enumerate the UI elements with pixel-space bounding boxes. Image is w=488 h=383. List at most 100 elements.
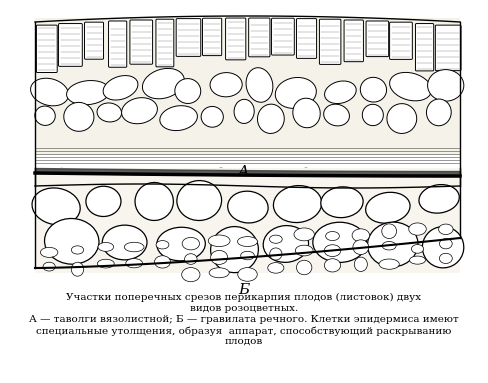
Ellipse shape (324, 245, 341, 257)
FancyBboxPatch shape (320, 19, 341, 64)
Ellipse shape (411, 245, 424, 253)
FancyBboxPatch shape (225, 18, 246, 60)
Text: плодов: плодов (225, 337, 263, 346)
Ellipse shape (66, 80, 109, 105)
Ellipse shape (239, 170, 245, 175)
FancyBboxPatch shape (35, 168, 460, 273)
FancyBboxPatch shape (156, 19, 174, 67)
FancyBboxPatch shape (130, 20, 153, 64)
FancyBboxPatch shape (344, 20, 364, 62)
FancyBboxPatch shape (84, 22, 103, 59)
Ellipse shape (90, 174, 97, 179)
Ellipse shape (69, 170, 75, 174)
Ellipse shape (439, 224, 453, 234)
Ellipse shape (270, 248, 282, 260)
Ellipse shape (211, 227, 258, 273)
Ellipse shape (423, 227, 464, 268)
Ellipse shape (101, 175, 107, 179)
Ellipse shape (387, 169, 394, 173)
Ellipse shape (382, 224, 397, 239)
Ellipse shape (354, 257, 367, 272)
Ellipse shape (324, 170, 331, 176)
Ellipse shape (398, 169, 405, 174)
Ellipse shape (175, 173, 183, 180)
Ellipse shape (419, 185, 459, 213)
FancyBboxPatch shape (415, 24, 434, 71)
Ellipse shape (35, 106, 55, 125)
Ellipse shape (71, 262, 84, 276)
Ellipse shape (387, 104, 417, 133)
Ellipse shape (47, 169, 55, 175)
Text: А: А (238, 165, 250, 179)
Ellipse shape (409, 223, 427, 235)
Ellipse shape (201, 106, 224, 127)
Text: Б: Б (238, 283, 250, 297)
Ellipse shape (175, 79, 201, 103)
Ellipse shape (293, 98, 320, 128)
Ellipse shape (37, 171, 44, 177)
Ellipse shape (313, 222, 366, 262)
Ellipse shape (238, 237, 258, 247)
Ellipse shape (160, 106, 198, 131)
Ellipse shape (352, 229, 369, 242)
Ellipse shape (142, 69, 184, 99)
Ellipse shape (156, 241, 169, 249)
Ellipse shape (98, 242, 114, 251)
Ellipse shape (294, 228, 314, 241)
Ellipse shape (241, 251, 254, 260)
FancyBboxPatch shape (59, 24, 82, 66)
Ellipse shape (258, 104, 285, 133)
FancyBboxPatch shape (37, 25, 57, 72)
Ellipse shape (44, 218, 99, 264)
Ellipse shape (346, 175, 351, 179)
Ellipse shape (302, 168, 310, 175)
Ellipse shape (165, 172, 171, 177)
Ellipse shape (31, 78, 69, 106)
Ellipse shape (324, 104, 349, 126)
Ellipse shape (97, 103, 122, 122)
Text: видов розоцветных.: видов розоцветных. (190, 304, 298, 313)
Ellipse shape (32, 188, 80, 225)
Ellipse shape (360, 77, 386, 102)
Ellipse shape (275, 77, 316, 108)
Ellipse shape (155, 256, 170, 268)
Ellipse shape (196, 173, 203, 178)
Ellipse shape (246, 68, 273, 102)
Ellipse shape (291, 170, 299, 176)
Ellipse shape (228, 191, 268, 223)
Ellipse shape (186, 175, 192, 179)
FancyBboxPatch shape (176, 19, 201, 56)
Ellipse shape (353, 240, 369, 255)
Ellipse shape (64, 102, 94, 131)
Ellipse shape (234, 99, 254, 123)
Ellipse shape (210, 73, 242, 97)
Ellipse shape (325, 259, 341, 272)
Ellipse shape (321, 187, 363, 218)
Ellipse shape (362, 104, 384, 126)
Ellipse shape (389, 72, 431, 101)
FancyBboxPatch shape (203, 18, 222, 56)
Ellipse shape (98, 259, 114, 268)
Ellipse shape (440, 173, 448, 180)
Ellipse shape (273, 186, 322, 223)
Ellipse shape (86, 186, 121, 216)
Ellipse shape (297, 260, 312, 275)
Ellipse shape (41, 247, 58, 257)
Ellipse shape (429, 173, 438, 180)
Ellipse shape (419, 172, 427, 179)
Ellipse shape (154, 169, 161, 175)
Ellipse shape (451, 172, 459, 178)
Ellipse shape (325, 231, 339, 241)
FancyBboxPatch shape (435, 25, 461, 70)
FancyBboxPatch shape (366, 21, 388, 57)
Ellipse shape (122, 98, 158, 124)
Ellipse shape (408, 170, 416, 176)
Ellipse shape (58, 168, 65, 174)
Ellipse shape (270, 173, 278, 180)
Ellipse shape (379, 259, 399, 269)
Ellipse shape (335, 173, 341, 178)
FancyBboxPatch shape (297, 19, 317, 58)
Ellipse shape (259, 173, 268, 180)
Ellipse shape (103, 75, 138, 100)
Ellipse shape (71, 246, 83, 254)
